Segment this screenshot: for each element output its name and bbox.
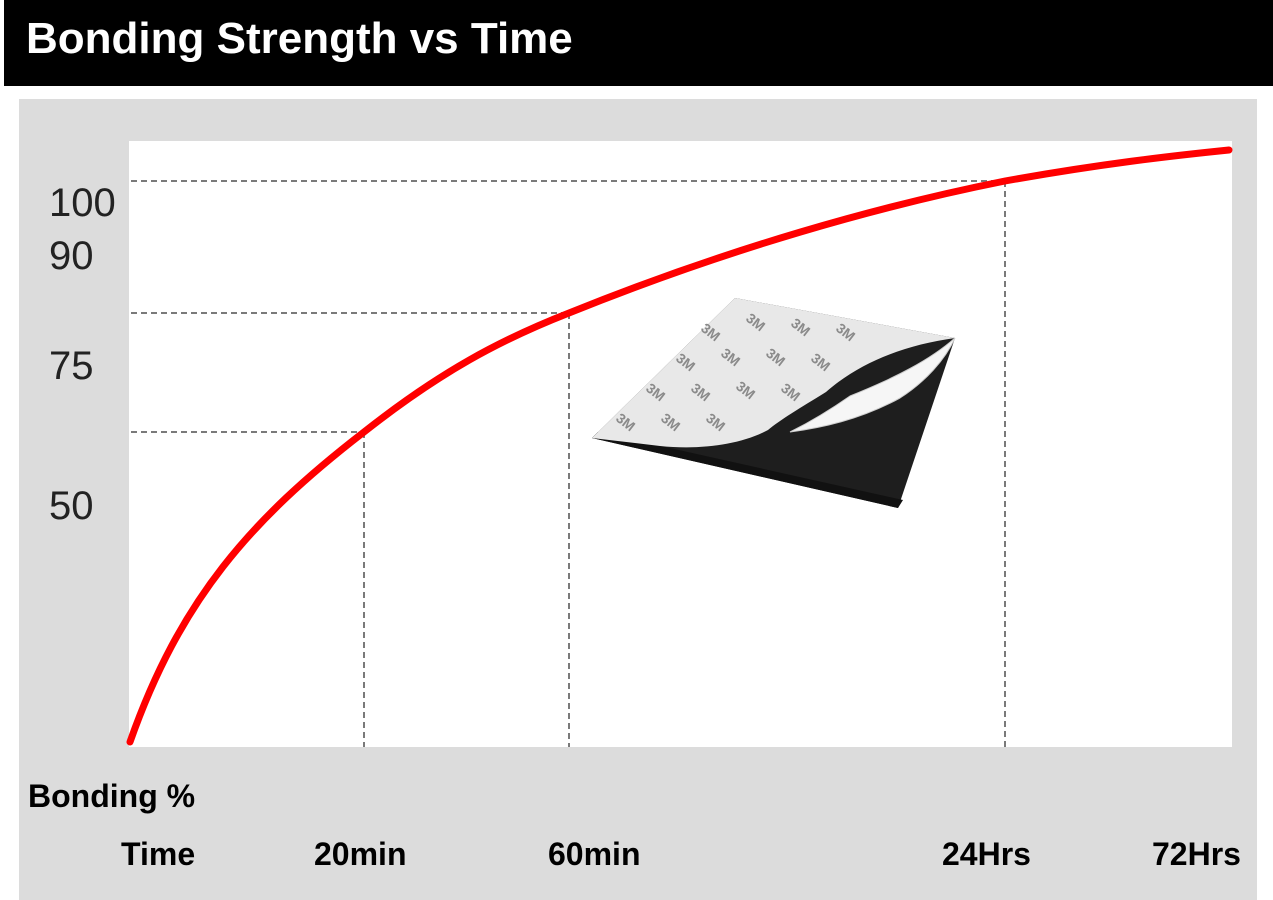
x-tick-label-20min: 20min — [314, 836, 407, 872]
series-line — [126, 146, 1233, 746]
x-tick-label-72hrs: 72Hrs — [1152, 836, 1241, 872]
reference-lines — [131, 180, 1006, 747]
adhesive-pad-icon: 3M 3M 3M 3M 3M 3M 3M 3M 3M 3M 3M 3M 3M 3… — [592, 298, 956, 508]
x-tick-label-24hrs: 24Hrs — [942, 836, 1031, 872]
x-tick-label-60min: 60min — [548, 836, 641, 872]
y-tick-label-50: 50 — [49, 484, 94, 528]
chart-title: Bonding Strength vs Time — [26, 14, 573, 63]
title-bar: Bonding Strength vs Time — [4, 0, 1273, 86]
y-tick-label-90: 90 — [49, 234, 94, 278]
y-tick-label-100: 100 — [49, 181, 116, 225]
y-axis-label: Bonding % — [28, 778, 196, 814]
y-tick-label-75: 75 — [49, 344, 94, 388]
x-axis-label: Time — [121, 836, 196, 872]
